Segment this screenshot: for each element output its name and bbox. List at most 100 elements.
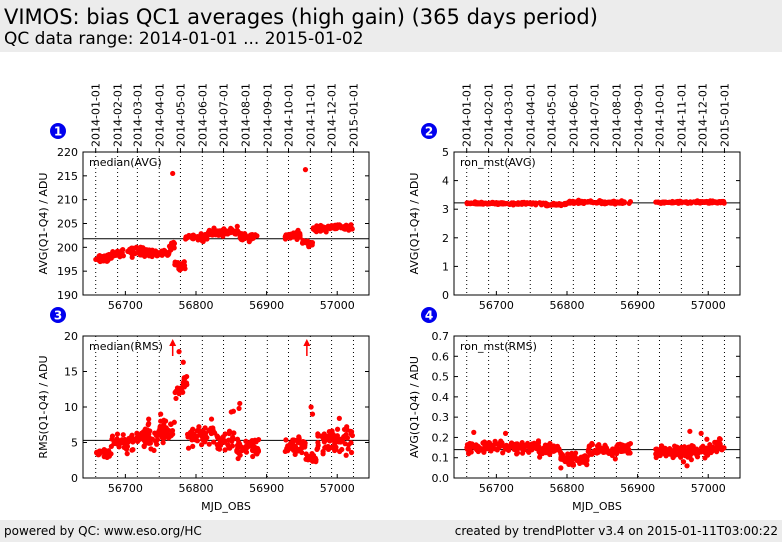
data-point xyxy=(516,201,522,207)
x-tick-label: 56800 xyxy=(549,299,584,312)
data-point xyxy=(206,441,212,447)
y-tick-label: 0 xyxy=(442,289,449,302)
data-point xyxy=(305,238,311,244)
date-tick-label: 2014-09-01 xyxy=(261,83,274,147)
data-point xyxy=(619,442,625,448)
plot-frame xyxy=(82,335,370,479)
page-title: VIMOS: bias QC1 averages (high gain) (36… xyxy=(4,5,598,29)
x-tick-label: 56900 xyxy=(249,482,284,495)
data-point xyxy=(341,434,347,440)
y-tick-label: 190 xyxy=(57,289,78,302)
data-point xyxy=(467,201,473,207)
date-tick-label: 2014-12-01 xyxy=(697,83,710,147)
panel-badge xyxy=(421,307,437,323)
data-point xyxy=(205,229,212,235)
data-point xyxy=(592,199,599,206)
data-point xyxy=(348,431,354,437)
data-point xyxy=(165,435,172,441)
data-point xyxy=(691,450,697,456)
data-point xyxy=(465,445,471,452)
data-point xyxy=(159,251,166,258)
offscale-arrowhead xyxy=(169,339,177,346)
y-tick-label: 2 xyxy=(442,232,449,245)
date-tick-label: 2014-10-01 xyxy=(653,83,666,147)
data-point xyxy=(601,448,607,454)
data-point xyxy=(562,458,568,465)
data-point xyxy=(558,451,564,457)
data-point xyxy=(149,436,156,442)
data-point xyxy=(558,465,564,471)
data-point xyxy=(485,445,491,452)
data-point xyxy=(250,453,256,460)
data-point xyxy=(114,431,121,437)
data-point xyxy=(101,253,107,259)
data-point xyxy=(481,441,487,447)
data-point xyxy=(196,424,202,430)
data-point xyxy=(215,434,222,441)
date-tick-label: 2014-06-01 xyxy=(567,83,580,147)
data-point xyxy=(513,447,520,454)
data-point xyxy=(226,430,232,437)
x-tick-label: 57000 xyxy=(320,482,355,495)
data-point xyxy=(575,197,582,203)
data-point xyxy=(712,446,718,453)
panel-3: 0 5 10 15 20 56700 56800 56900 57000 median(RMS) R… xyxy=(37,307,370,513)
outlier-point xyxy=(471,429,477,435)
data-point xyxy=(161,422,167,428)
data-point xyxy=(575,456,581,462)
x-tick-label: 57000 xyxy=(320,299,355,312)
y-tick-label: 205 xyxy=(57,218,78,231)
date-tick-label: 2015-01-01 xyxy=(347,83,360,147)
date-tick-label: 2014-06-01 xyxy=(196,83,209,147)
data-point xyxy=(495,200,501,206)
y-tick-label: 0.6 xyxy=(432,350,450,363)
outlier-point xyxy=(236,405,242,412)
data-point xyxy=(191,431,197,437)
outlier-point xyxy=(237,400,243,407)
y-tick-label: 0.1 xyxy=(432,452,450,465)
data-point xyxy=(134,430,140,436)
data-point xyxy=(126,438,132,444)
data-point xyxy=(627,198,634,205)
data-point xyxy=(687,199,693,205)
data-point xyxy=(472,199,478,205)
data-points xyxy=(94,349,356,465)
data-point xyxy=(197,431,203,437)
panel-label: ron_mst(AVG) xyxy=(460,156,536,169)
data-point xyxy=(164,430,170,436)
data-point xyxy=(143,440,149,446)
data-point xyxy=(182,375,188,381)
page-subtitle: QC data range: 2014-01-01 ... 2015-01-02 xyxy=(4,29,364,49)
y-tick-label: 0.5 xyxy=(432,371,450,384)
data-point xyxy=(325,443,331,450)
data-point xyxy=(190,443,196,449)
data-point xyxy=(132,436,138,442)
data-point xyxy=(319,225,325,232)
data-point xyxy=(173,395,179,402)
data-point xyxy=(517,443,524,449)
data-point xyxy=(190,426,196,432)
panel-label: median(RMS) xyxy=(89,340,163,353)
outlier-point xyxy=(158,418,164,424)
y-tick-label: 195 xyxy=(57,265,78,278)
data-point xyxy=(543,203,549,209)
data-point xyxy=(182,236,189,242)
data-point xyxy=(348,449,355,456)
data-point xyxy=(183,380,190,386)
data-point xyxy=(108,451,114,457)
data-point xyxy=(229,443,236,449)
data-point xyxy=(536,445,542,451)
data-point xyxy=(537,454,543,460)
data-point xyxy=(530,441,536,448)
data-point xyxy=(151,447,157,453)
data-point xyxy=(508,440,515,446)
data-point xyxy=(670,200,677,206)
outlier-point xyxy=(680,459,687,465)
data-point xyxy=(140,429,147,435)
data-point xyxy=(137,252,143,258)
data-point xyxy=(612,200,618,206)
data-point xyxy=(147,440,154,446)
data-point xyxy=(168,428,175,434)
data-point xyxy=(202,436,208,442)
x-axis-label: MJD_OBS xyxy=(572,500,622,513)
